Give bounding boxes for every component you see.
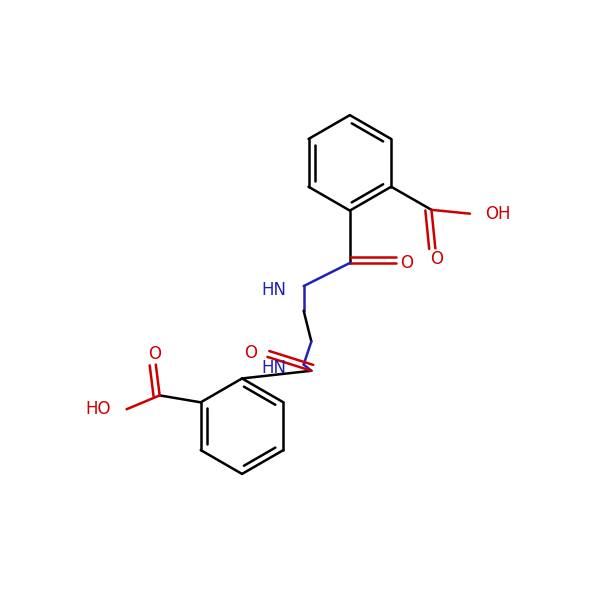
Text: OH: OH xyxy=(485,205,511,223)
Text: HN: HN xyxy=(262,281,287,299)
Text: HO: HO xyxy=(86,400,111,418)
Text: O: O xyxy=(430,250,443,268)
Text: O: O xyxy=(148,345,161,363)
Text: HN: HN xyxy=(262,359,287,377)
Text: O: O xyxy=(244,344,257,362)
Text: O: O xyxy=(400,254,413,272)
